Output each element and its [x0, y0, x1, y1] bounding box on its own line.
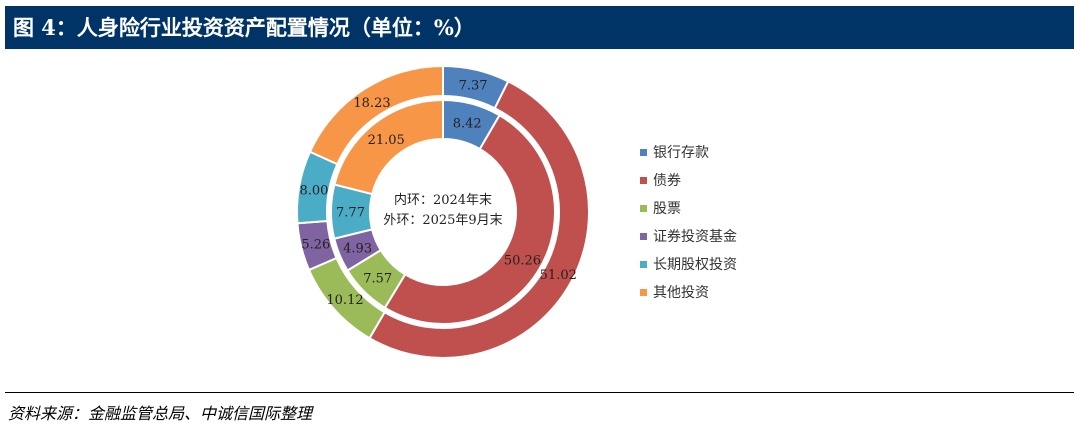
legend-item: 长期股权投资	[640, 250, 737, 278]
legend: 银行存款债券股票证券投资基金 长期股权投资 其他投资	[640, 138, 737, 306]
legend-swatch	[640, 176, 647, 184]
outer-data-label: 7.37	[459, 78, 488, 93]
legend-item: 其他投资	[640, 278, 737, 306]
inner-slice-1	[383, 113, 556, 326]
outer-data-label: 8.00	[300, 183, 329, 198]
legend-label: 其他投资	[653, 285, 709, 301]
legend-swatch	[640, 232, 647, 240]
legend-item: 银行存款	[640, 138, 737, 166]
donut-chart: 8.42 50.26 7.57 4.93 7.77 21.05 7.37 51.02 10.12…	[296, 64, 590, 359]
divider	[5, 392, 1074, 393]
legend-label: 银行存款	[653, 145, 709, 161]
legend-item: 债券	[640, 166, 737, 194]
center-label: 内环：2024年末	[394, 192, 492, 208]
legend-label: 债券	[653, 173, 681, 189]
chart-title: 图 4：人身险行业投资资产配置情况（单位：%）	[5, 6, 1074, 49]
inner-data-label: 8.42	[453, 117, 482, 132]
inner-data-label: 4.93	[343, 242, 372, 257]
outer-data-label: 18.23	[353, 96, 390, 111]
legend-swatch	[640, 204, 647, 212]
legend-swatch	[640, 260, 647, 268]
outer-data-label: 5.26	[301, 237, 330, 252]
legend-swatch	[640, 288, 647, 296]
outer-slice-1	[368, 80, 590, 359]
legend-label: 长期股权投资	[653, 257, 737, 273]
legend-item: 证券投资基金	[640, 222, 737, 250]
inner-data-label: 21.05	[368, 133, 405, 148]
inner-data-label: 7.57	[363, 272, 392, 287]
inner-data-label: 50.26	[504, 253, 541, 268]
outer-data-label: 10.12	[326, 293, 363, 308]
inner-data-label: 7.77	[336, 206, 365, 221]
inner-slice-5	[333, 98, 444, 196]
legend-item: 股票	[640, 194, 737, 222]
legend-label: 股票	[653, 201, 681, 217]
outer-data-label: 51.02	[540, 268, 577, 283]
center-label: 外环：2025年9月末	[383, 213, 502, 228]
source-note: 资料来源：金融监管总局、中诚信国际整理	[8, 404, 313, 423]
legend-swatch	[640, 148, 647, 156]
outer-slice-5	[308, 64, 444, 166]
legend-label: 证券投资基金	[653, 229, 737, 245]
